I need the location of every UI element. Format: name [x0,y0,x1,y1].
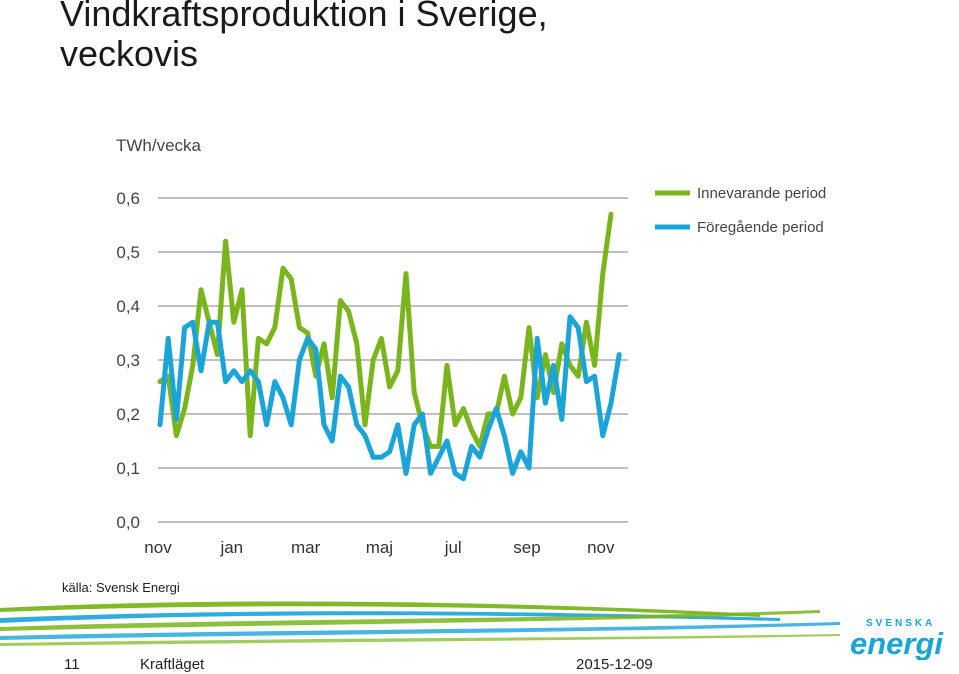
footer-section: Kraftläget [140,656,205,673]
wind-production-chart: 0,0 0,1 0,2 0,3 0,4 0,5 0,6 nov jan mar maj jul sep… [116,185,826,557]
slide-title-line2: veckovis [60,33,199,74]
chart-series [157,211,622,482]
y-tick-label: 0,1 [116,459,140,478]
slide-title: Vindkraftsproduktion i Sverige, veckovis [60,0,660,74]
logo-line2: energi [850,626,944,660]
x-tick-label: jan [219,538,243,557]
y-tick-label: 0,3 [116,351,140,370]
y-tick-label: 0,6 [116,189,140,208]
legend-label: Innevarande period [697,185,826,202]
x-tick-label: mar [291,538,321,557]
y-tick-label: 0,0 [116,513,140,532]
series-line-innevarande [157,211,614,449]
page-number: 11 [64,656,80,673]
y-tick-label: 0,4 [116,297,140,316]
decorative-swoosh [0,601,840,646]
x-axis-ticks: nov jan mar maj jul sep nov [144,538,615,557]
svensk-energi-logo: SVENSKA energi [850,618,944,660]
y-tick-label: 0,5 [116,243,140,262]
x-tick-label: sep [513,538,540,557]
chart-legend: Innevarande period Föregående period [655,185,826,236]
footer-date: 2015-12-09 [576,656,653,673]
x-tick-label: maj [366,538,393,557]
slide-title-line1: Vindkraftsproduktion i Sverige, [60,0,548,34]
x-tick-label: nov [144,538,172,557]
legend-label: Föregående period [697,219,824,236]
chart-gridlines [158,197,628,523]
y-tick-label: 0,2 [116,405,140,424]
source-note: källa: Svensk Energi [62,580,180,595]
x-tick-label: jul [444,538,462,557]
y-axis-ticks: 0,0 0,1 0,2 0,3 0,4 0,5 0,6 [116,189,140,532]
x-tick-label: nov [587,538,615,557]
series-line-foregaende [157,314,622,482]
y-axis-unit-label: TWh/vecka [116,136,202,155]
logo-line1: SVENSKA [866,618,935,629]
